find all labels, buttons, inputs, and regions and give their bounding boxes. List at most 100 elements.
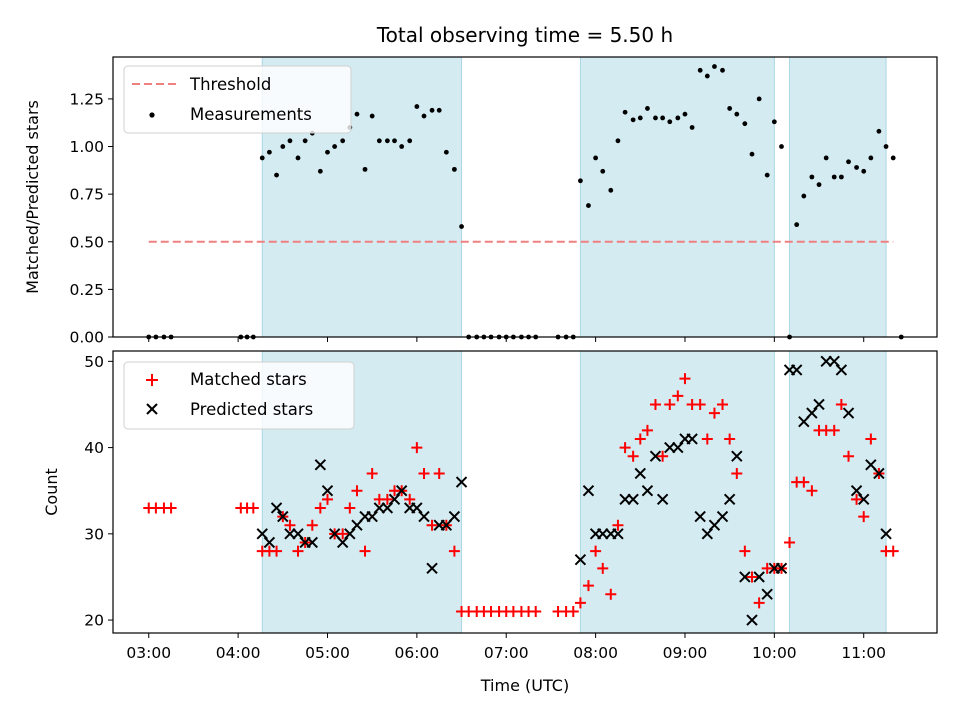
counts-y-tick-label: 20 — [84, 612, 104, 630]
measurements-point — [801, 193, 807, 199]
x-axis-label: Time (UTC) — [480, 676, 569, 695]
matched-stars-point — [739, 545, 751, 557]
measurements-point — [667, 119, 673, 125]
measurements-point — [354, 111, 360, 117]
predicted-stars-point — [806, 407, 818, 419]
matched-stars-point — [649, 398, 661, 410]
measurements-point — [392, 138, 397, 144]
measurements-point — [764, 172, 770, 178]
matched-stars-point — [731, 467, 743, 479]
ratio-observing-window-2 — [579, 56, 775, 338]
ratio-axis-ticks: 0.00 0.25 0.50 0.75 1.00 1.25 — [69, 90, 865, 347]
measurements-point — [362, 166, 368, 172]
measurements-point — [876, 128, 882, 134]
matched-stars-point — [381, 493, 393, 505]
predicted-stars-point — [263, 536, 276, 549]
matched-stars-point — [701, 433, 713, 445]
measurements-point — [697, 67, 703, 73]
matched-stars-point — [858, 511, 870, 523]
matched-stars-point — [657, 450, 669, 462]
matched-stars-point — [672, 390, 684, 402]
measurements-point — [280, 144, 286, 149]
matched-stars-point — [582, 580, 594, 592]
predicted-stars-point — [813, 398, 825, 411]
measurements-point — [771, 119, 777, 125]
x-tick-label: 04:00 — [216, 644, 261, 662]
measurements-series — [146, 64, 904, 340]
predicted-stars-point — [656, 493, 669, 506]
legend-matched-label: Matched stars — [190, 370, 307, 389]
legend-matched-swatch — [146, 374, 158, 386]
legend-predicted-swatch — [146, 403, 158, 415]
matched-stars-point — [887, 545, 899, 557]
measurements-point — [868, 155, 874, 161]
predicted-stars-point — [701, 528, 714, 540]
predicted-stars-point — [418, 510, 430, 523]
matched-stars-point — [753, 597, 765, 609]
measurements-point — [622, 109, 628, 115]
x-tick-label: 09:00 — [663, 644, 708, 662]
ratio-y-tick-label: 0.25 — [69, 281, 104, 299]
measurements-point — [861, 168, 867, 174]
measurements-point — [600, 168, 606, 174]
x-tick-label: 06:00 — [395, 644, 440, 662]
matched-stars-point — [351, 485, 363, 497]
measurements-point — [734, 111, 740, 117]
predicted-stars-point — [306, 536, 319, 549]
matched-stars-point — [605, 588, 617, 600]
counts-y-axis-label: Count — [42, 468, 61, 516]
predicted-stars-point — [411, 502, 423, 514]
predicted-stars-point — [395, 484, 408, 497]
measurements-point — [615, 138, 621, 144]
measurements-point — [593, 155, 599, 161]
matched-stars-point — [314, 502, 326, 514]
measurements-point — [340, 138, 346, 144]
matched-stars-point — [806, 485, 818, 497]
matched-stars-point — [284, 519, 296, 531]
measurements-point — [838, 174, 844, 180]
measurements-point — [586, 203, 591, 208]
matched-stars-series — [143, 373, 899, 617]
predicted-stars-point — [270, 502, 283, 514]
measurements-point — [756, 96, 762, 102]
counts-series — [143, 355, 899, 626]
matched-stars-point — [448, 545, 460, 557]
measurements-point — [295, 155, 301, 161]
predicted-stars-point — [775, 562, 788, 575]
matched-stars-point — [597, 562, 609, 574]
predicted-stars-point — [314, 459, 327, 471]
predicted-stars-point — [790, 364, 803, 376]
matched-stars-point — [798, 476, 810, 488]
matched-stars-point — [344, 502, 356, 514]
matched-stars-point — [292, 545, 304, 557]
measurements-point — [451, 166, 457, 172]
ratio-y-tick-label: 0.00 — [69, 329, 104, 347]
predicted-stars-point — [328, 528, 341, 540]
predicted-stars-point — [612, 528, 624, 540]
matched-stars-point — [851, 493, 863, 505]
predicted-stars-point — [634, 467, 646, 480]
predicted-stars-point — [641, 484, 654, 497]
chart-title: Total observing time = 5.50 h — [376, 23, 673, 47]
measurements-point — [704, 73, 710, 79]
ratio-legend: Threshold Measurements — [123, 65, 352, 134]
measurements-point — [675, 115, 681, 121]
predicted-stars-point — [828, 355, 840, 368]
predicted-stars-point — [321, 484, 334, 497]
ratio-series — [146, 64, 904, 340]
measurements-point — [720, 67, 725, 73]
measurements-point — [384, 138, 390, 144]
predicted-stars-point — [426, 562, 438, 575]
matched-stars-point — [271, 545, 283, 557]
matched-stars-point — [708, 407, 720, 419]
predicted-stars-point — [746, 614, 758, 626]
predicted-stars-point — [574, 553, 587, 566]
measurements-point — [421, 113, 427, 119]
measurements-point — [407, 138, 413, 144]
matched-stars-point — [366, 467, 378, 479]
predicted-stars-point — [336, 536, 349, 549]
measurements-point — [712, 64, 717, 69]
predicted-stars-point — [277, 510, 289, 523]
predicted-stars-point — [455, 476, 468, 488]
